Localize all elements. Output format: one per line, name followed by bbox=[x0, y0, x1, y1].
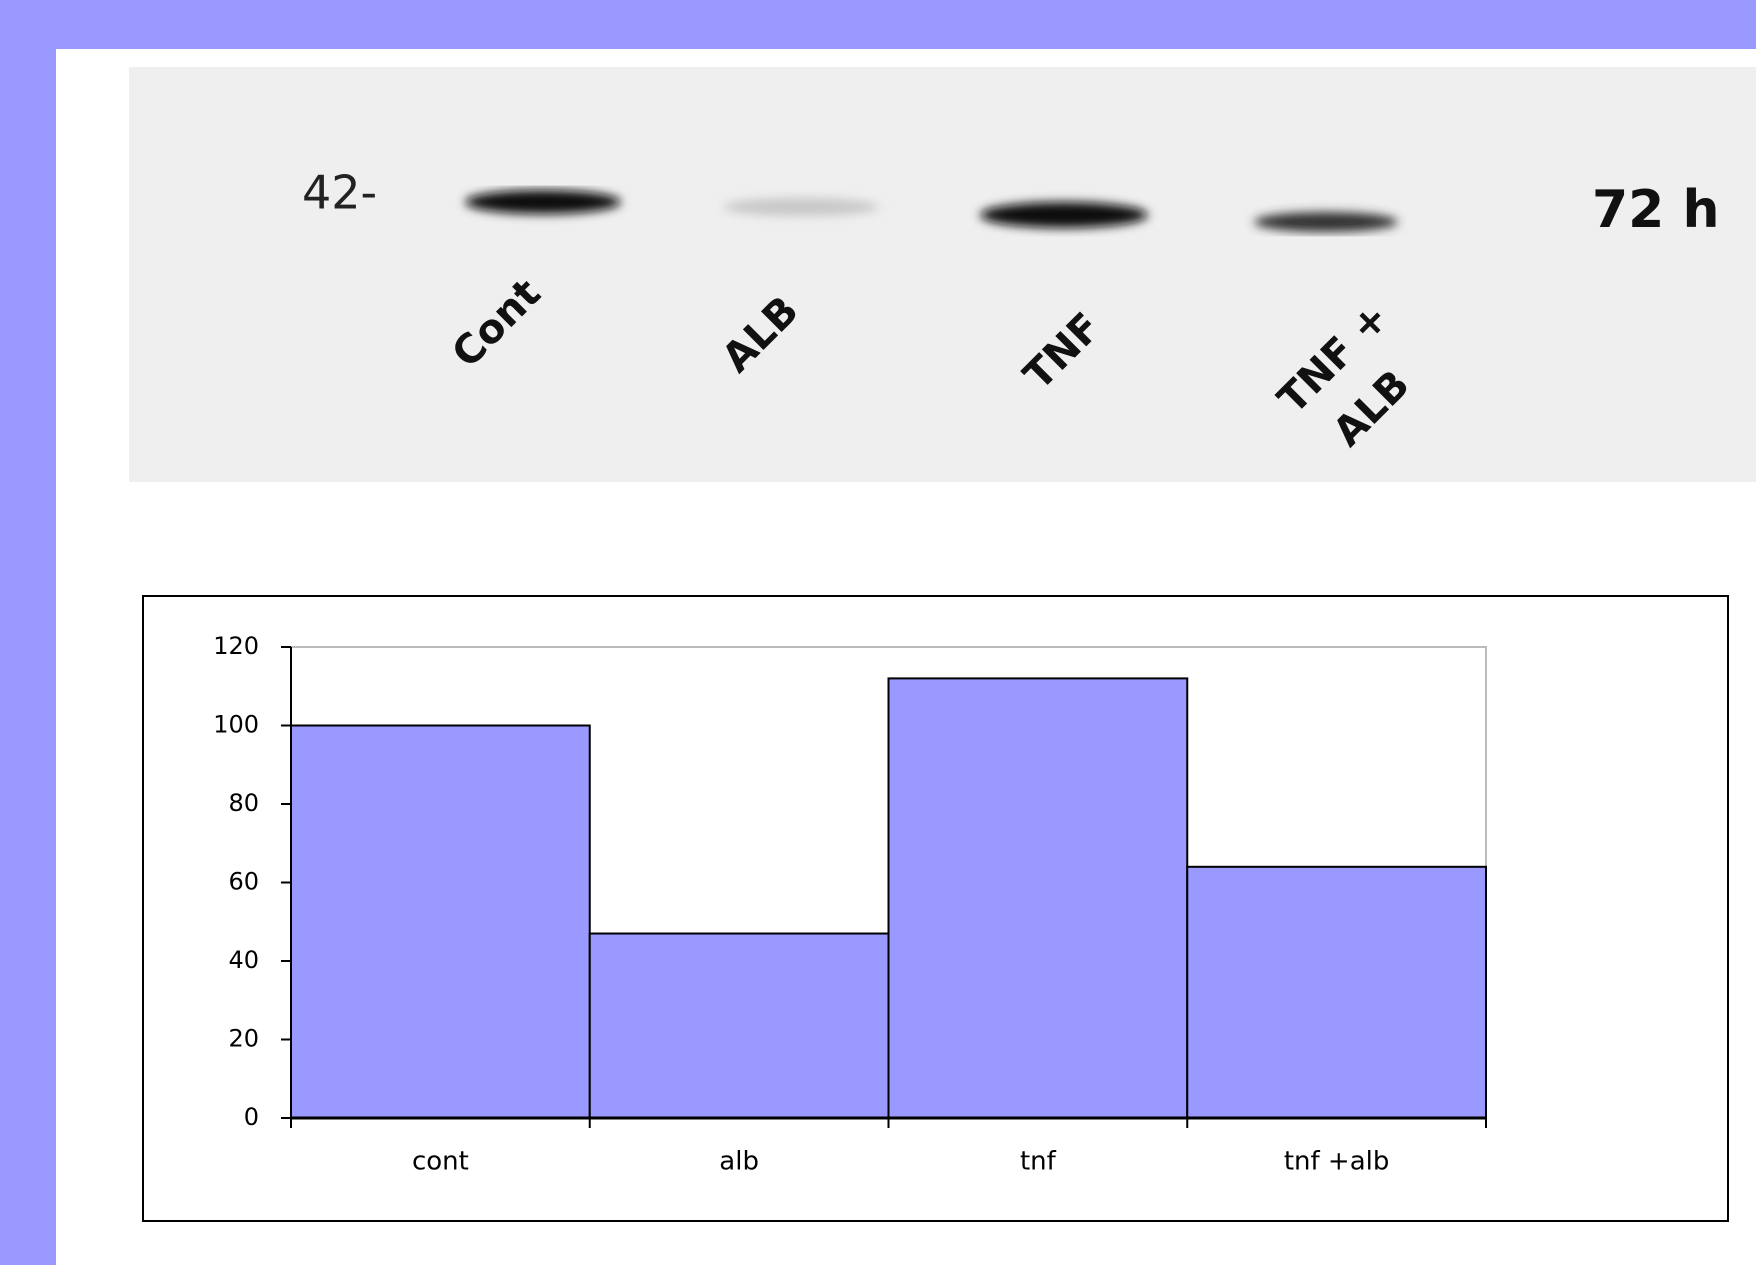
bar bbox=[291, 726, 590, 1119]
y-tick-label: 80 bbox=[228, 789, 259, 817]
band bbox=[723, 198, 879, 216]
x-tick-label: cont bbox=[412, 1147, 469, 1177]
x-tick-label: alb bbox=[719, 1147, 759, 1177]
bar bbox=[1187, 867, 1486, 1118]
figure: 42- 72 h ContALBTNFTNF +ALB0204060801001… bbox=[0, 0, 1756, 1265]
y-tick-label: 20 bbox=[228, 1025, 259, 1053]
band bbox=[465, 190, 621, 214]
y-tick-label: 60 bbox=[228, 868, 259, 896]
y-tick-label: 120 bbox=[213, 632, 259, 660]
bar bbox=[590, 934, 889, 1118]
page: {"blot": {"marker": "42-", "time": "72 h… bbox=[0, 0, 1756, 1265]
x-tick-label: tnf bbox=[1020, 1147, 1057, 1177]
marker-label: 42- bbox=[302, 166, 377, 220]
band bbox=[1254, 212, 1398, 232]
bar bbox=[889, 678, 1188, 1118]
x-tick-label: tnf +alb bbox=[1284, 1147, 1390, 1177]
y-tick-label: 0 bbox=[244, 1103, 259, 1131]
y-tick-label: 40 bbox=[228, 946, 259, 974]
blot bbox=[129, 67, 1756, 482]
band bbox=[980, 202, 1148, 228]
time-label: 72 h bbox=[1592, 180, 1720, 240]
y-tick-label: 100 bbox=[213, 711, 259, 739]
